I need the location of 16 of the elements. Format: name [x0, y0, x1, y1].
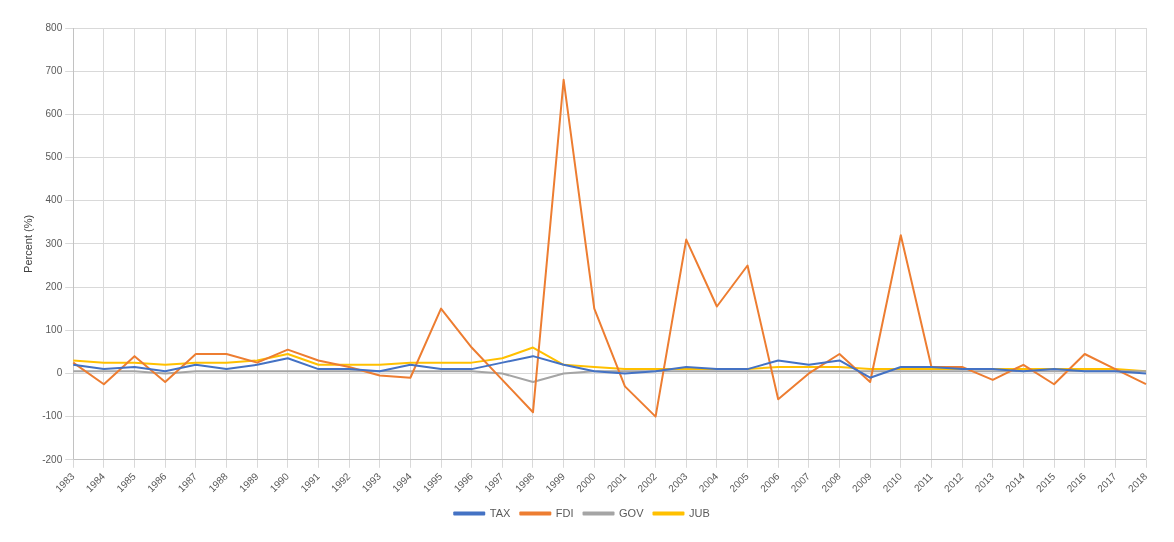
- legend-label: JUB: [688, 506, 710, 519]
- y-tick-label: 300: [45, 237, 63, 249]
- legend-label: TAX: [489, 506, 511, 519]
- y-tick-label: 600: [45, 108, 63, 120]
- y-tick-label: 100: [45, 324, 63, 335]
- y-tick-label: 500: [45, 151, 63, 163]
- legend-label: FDI: [555, 506, 574, 519]
- y-tick-label: 700: [45, 64, 63, 76]
- y-axis-title: Percent (%): [21, 214, 34, 273]
- y-tick-label: 800: [45, 21, 63, 33]
- y-tick-label: 200: [45, 280, 63, 292]
- legend-label: GOV: [619, 506, 645, 519]
- y-tick-label: -200: [42, 453, 63, 465]
- y-tick-label: 0: [56, 367, 63, 379]
- y-tick-label: -100: [42, 410, 63, 422]
- y-tick-label: 400: [45, 194, 63, 206]
